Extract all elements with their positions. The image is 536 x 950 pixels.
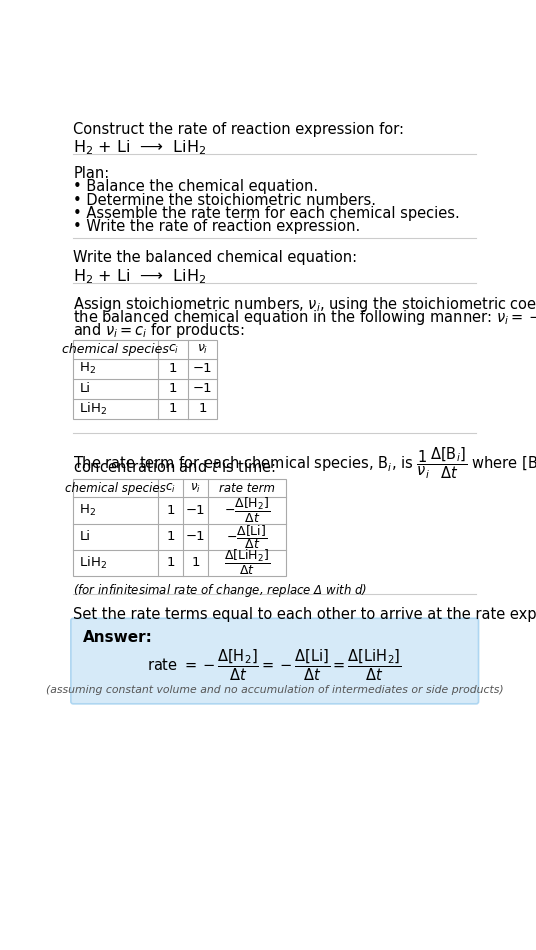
Text: −1: −1: [186, 504, 205, 517]
Text: 1: 1: [169, 383, 177, 395]
Text: the balanced chemical equation in the following manner: $\nu_i = -c_i$ for react: the balanced chemical equation in the fo…: [73, 308, 536, 327]
Text: 1: 1: [167, 530, 175, 543]
Text: −1: −1: [193, 362, 212, 375]
Text: • Write the rate of reaction expression.: • Write the rate of reaction expression.: [73, 218, 360, 234]
Text: (for infinitesimal rate of change, replace Δ with $d$): (for infinitesimal rate of change, repla…: [73, 582, 368, 599]
Bar: [73, 479, 286, 576]
Text: $c_i$: $c_i$: [166, 482, 176, 495]
Text: • Assemble the rate term for each chemical species.: • Assemble the rate term for each chemic…: [73, 205, 460, 220]
Text: Assign stoichiometric numbers, $\nu_i$, using the stoichiometric coefficients, $: Assign stoichiometric numbers, $\nu_i$, …: [73, 294, 536, 314]
Text: Construct the rate of reaction expression for:: Construct the rate of reaction expressio…: [73, 122, 404, 137]
Text: 1: 1: [198, 403, 207, 415]
FancyBboxPatch shape: [71, 618, 479, 704]
Text: 1: 1: [191, 557, 200, 569]
Text: H$_2$: H$_2$: [79, 503, 96, 518]
Text: H$_2$: H$_2$: [79, 361, 96, 376]
Text: Li: Li: [79, 383, 91, 395]
Text: $\nu_i$: $\nu_i$: [190, 482, 201, 495]
Text: Plan:: Plan:: [73, 166, 109, 181]
Text: concentration and $t$ is time:: concentration and $t$ is time:: [73, 459, 277, 475]
Text: Answer:: Answer:: [83, 630, 152, 645]
Text: 1: 1: [167, 504, 175, 517]
Text: $-\dfrac{\Delta[\mathrm{Li}]}{\Delta t}$: $-\dfrac{\Delta[\mathrm{Li}]}{\Delta t}$: [226, 522, 267, 551]
Text: 1: 1: [169, 362, 177, 375]
Text: • Balance the chemical equation.: • Balance the chemical equation.: [73, 180, 318, 195]
Text: H$_2$ + Li  ⟶  LiH$_2$: H$_2$ + Li ⟶ LiH$_2$: [73, 267, 207, 286]
Text: Write the balanced chemical equation:: Write the balanced chemical equation:: [73, 250, 358, 265]
Text: • Determine the stoichiometric numbers.: • Determine the stoichiometric numbers.: [73, 193, 376, 207]
Text: −1: −1: [193, 383, 212, 395]
Text: and $\nu_i = c_i$ for products:: and $\nu_i = c_i$ for products:: [73, 321, 245, 340]
Text: The rate term for each chemical species, B$_i$, is $\dfrac{1}{\nu_i}\dfrac{\Delt: The rate term for each chemical species,…: [73, 446, 536, 481]
Text: rate $= -\dfrac{\Delta[\mathrm{H_2}]}{\Delta t} = -\dfrac{\Delta[\mathrm{Li}]}{\: rate $= -\dfrac{\Delta[\mathrm{H_2}]}{\D…: [147, 648, 402, 683]
Text: −1: −1: [186, 530, 205, 543]
Text: rate term: rate term: [219, 482, 275, 495]
Text: H$_2$ + Li  ⟶  LiH$_2$: H$_2$ + Li ⟶ LiH$_2$: [73, 139, 207, 158]
Text: (assuming constant volume and no accumulation of intermediates or side products): (assuming constant volume and no accumul…: [46, 685, 503, 694]
Text: chemical species: chemical species: [65, 482, 166, 495]
Text: Set the rate terms equal to each other to arrive at the rate expression:: Set the rate terms equal to each other t…: [73, 607, 536, 622]
Text: 1: 1: [167, 557, 175, 569]
Text: $c_i$: $c_i$: [168, 343, 179, 356]
Text: 1: 1: [169, 403, 177, 415]
Text: $\nu_i$: $\nu_i$: [197, 343, 209, 356]
Text: Li: Li: [79, 530, 91, 543]
Text: LiH$_2$: LiH$_2$: [79, 401, 107, 417]
Text: chemical species: chemical species: [62, 343, 169, 356]
Text: LiH$_2$: LiH$_2$: [79, 555, 107, 571]
Text: $-\dfrac{\Delta[\mathrm{H_2}]}{\Delta t}$: $-\dfrac{\Delta[\mathrm{H_2}]}{\Delta t}…: [224, 496, 270, 525]
Bar: [73, 340, 218, 419]
Text: $\dfrac{\Delta[\mathrm{LiH_2}]}{\Delta t}$: $\dfrac{\Delta[\mathrm{LiH_2}]}{\Delta t…: [224, 548, 270, 578]
